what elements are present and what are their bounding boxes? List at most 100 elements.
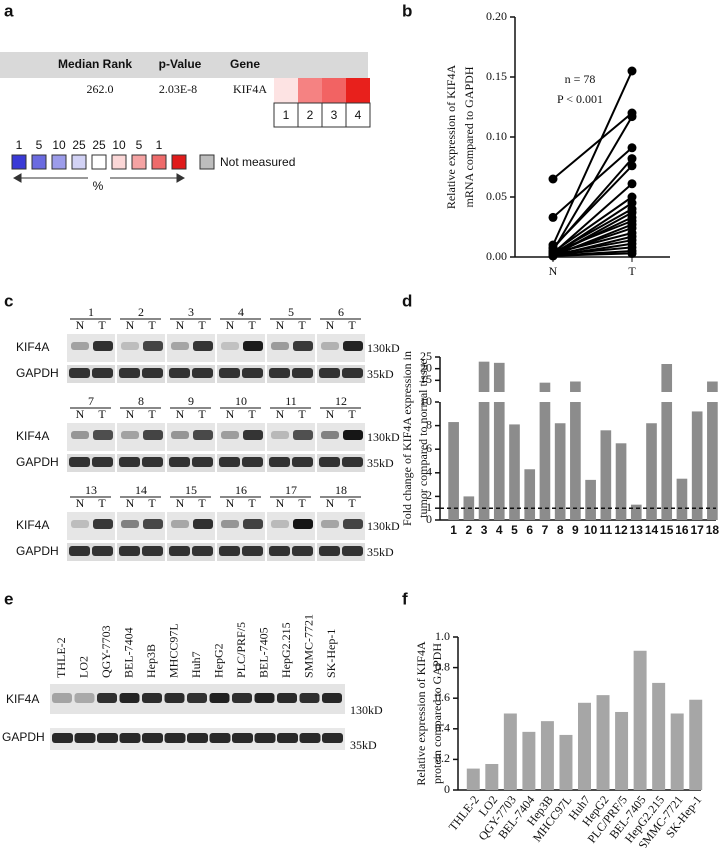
heat-cells xyxy=(274,78,370,103)
pair-label: N xyxy=(226,407,235,421)
y-tick-label: 0 xyxy=(444,782,450,796)
y-tick-label: 0.10 xyxy=(486,129,507,143)
lane-number: 17 xyxy=(285,483,297,497)
bar xyxy=(615,711,629,790)
bar xyxy=(689,699,703,790)
blot-band xyxy=(192,457,213,467)
blot-band xyxy=(321,431,339,439)
legend-label: 5 xyxy=(36,138,43,152)
column-label: 4 xyxy=(355,108,362,122)
legend-unit: % xyxy=(93,179,104,193)
marker-label: 35kD xyxy=(350,738,377,752)
bar xyxy=(522,731,536,790)
pair-label: T xyxy=(198,407,206,421)
column-label: 2 xyxy=(307,108,314,122)
y-tick-label: 0.6 xyxy=(435,690,450,704)
x-tick-label: 10 xyxy=(584,523,598,537)
y-tick-label: 1.0 xyxy=(435,629,450,643)
blot-band xyxy=(93,519,113,529)
blot-band xyxy=(119,733,141,743)
heat-cell xyxy=(298,78,322,103)
bar xyxy=(670,713,684,790)
bar xyxy=(448,422,459,520)
cell-line-label: THLE-2 xyxy=(54,637,68,678)
blot-band xyxy=(192,368,213,378)
lane-number: 15 xyxy=(185,483,197,497)
marker-label: 130kD xyxy=(367,430,400,444)
x-tick-label: 4 xyxy=(496,523,503,537)
blot-band xyxy=(342,457,363,467)
lane-number: 12 xyxy=(335,394,347,408)
cell-line-label: LO2 xyxy=(76,656,90,678)
panel-label: a xyxy=(4,1,14,20)
marker-label: 130kD xyxy=(350,703,383,717)
bar xyxy=(503,713,517,790)
blot-band xyxy=(254,693,275,703)
blot-band xyxy=(187,693,207,703)
y-axis-label: Fold change of KIF4A expression in xyxy=(400,351,414,526)
legend-label: 25 xyxy=(72,138,86,152)
marker-label: 35kD xyxy=(367,367,394,381)
heat-cell xyxy=(346,78,370,103)
cell-line-label: MHCC97L xyxy=(166,623,180,678)
blot-band xyxy=(143,430,163,440)
point xyxy=(627,161,637,171)
lane-number: 18 xyxy=(335,483,347,497)
blot-band xyxy=(343,430,363,440)
y-tick-label: 0.20 xyxy=(486,9,507,23)
lane-number: 3 xyxy=(188,305,194,319)
blot-band xyxy=(121,520,139,528)
pair-label: N xyxy=(276,407,285,421)
pair-label: N xyxy=(276,496,285,510)
bar xyxy=(478,361,490,520)
blot-band xyxy=(69,457,90,467)
protein-label: KIF4A xyxy=(16,518,49,532)
blot-band xyxy=(71,431,89,439)
y-tick-label: 20 xyxy=(420,360,432,374)
point xyxy=(627,154,637,164)
pair-label: T xyxy=(348,318,356,332)
lane-number: 8 xyxy=(138,394,144,408)
y-tick-label: 0.2 xyxy=(435,751,450,765)
bar xyxy=(578,702,591,790)
pair-line xyxy=(552,246,633,256)
bar xyxy=(585,479,596,520)
x-tick-label: 9 xyxy=(572,523,579,537)
blot-band xyxy=(292,368,313,378)
x-tick-label: T xyxy=(628,264,636,278)
bar xyxy=(540,721,554,790)
bar xyxy=(509,424,520,520)
blot-band xyxy=(171,342,189,350)
pair-label: N xyxy=(76,496,85,510)
y-axis-label: Relative expression of KIF4A xyxy=(414,641,428,786)
blot-band xyxy=(243,519,263,529)
bar xyxy=(493,362,505,520)
panel-label: f xyxy=(402,589,408,608)
blot-band xyxy=(169,368,190,378)
pair-label: T xyxy=(198,318,206,332)
bar xyxy=(570,381,581,520)
bar xyxy=(539,382,551,520)
blot-band xyxy=(322,733,343,743)
blot-band xyxy=(292,546,313,556)
table-cell: KIF4A xyxy=(233,82,267,96)
panel-label: c xyxy=(4,291,13,310)
cell-line-label: QGY-7703 xyxy=(99,625,113,678)
blot-band xyxy=(121,342,139,350)
pair-label: T xyxy=(198,496,206,510)
x-tick-label: 5 xyxy=(511,523,518,537)
pair-label: T xyxy=(148,407,156,421)
column-box xyxy=(321,102,347,128)
lane-number: 5 xyxy=(288,305,294,319)
blot-band xyxy=(193,430,213,440)
axis-break-gap xyxy=(439,392,719,402)
lane-number: 9 xyxy=(188,394,194,408)
pair-label: T xyxy=(348,496,356,510)
pair-label: N xyxy=(176,318,185,332)
blot-band xyxy=(319,368,340,378)
blot-band xyxy=(164,693,185,703)
cell-line-label: BEL-7405 xyxy=(256,627,270,678)
point xyxy=(627,143,637,153)
blot-band xyxy=(74,693,95,703)
pair-label: T xyxy=(298,496,306,510)
